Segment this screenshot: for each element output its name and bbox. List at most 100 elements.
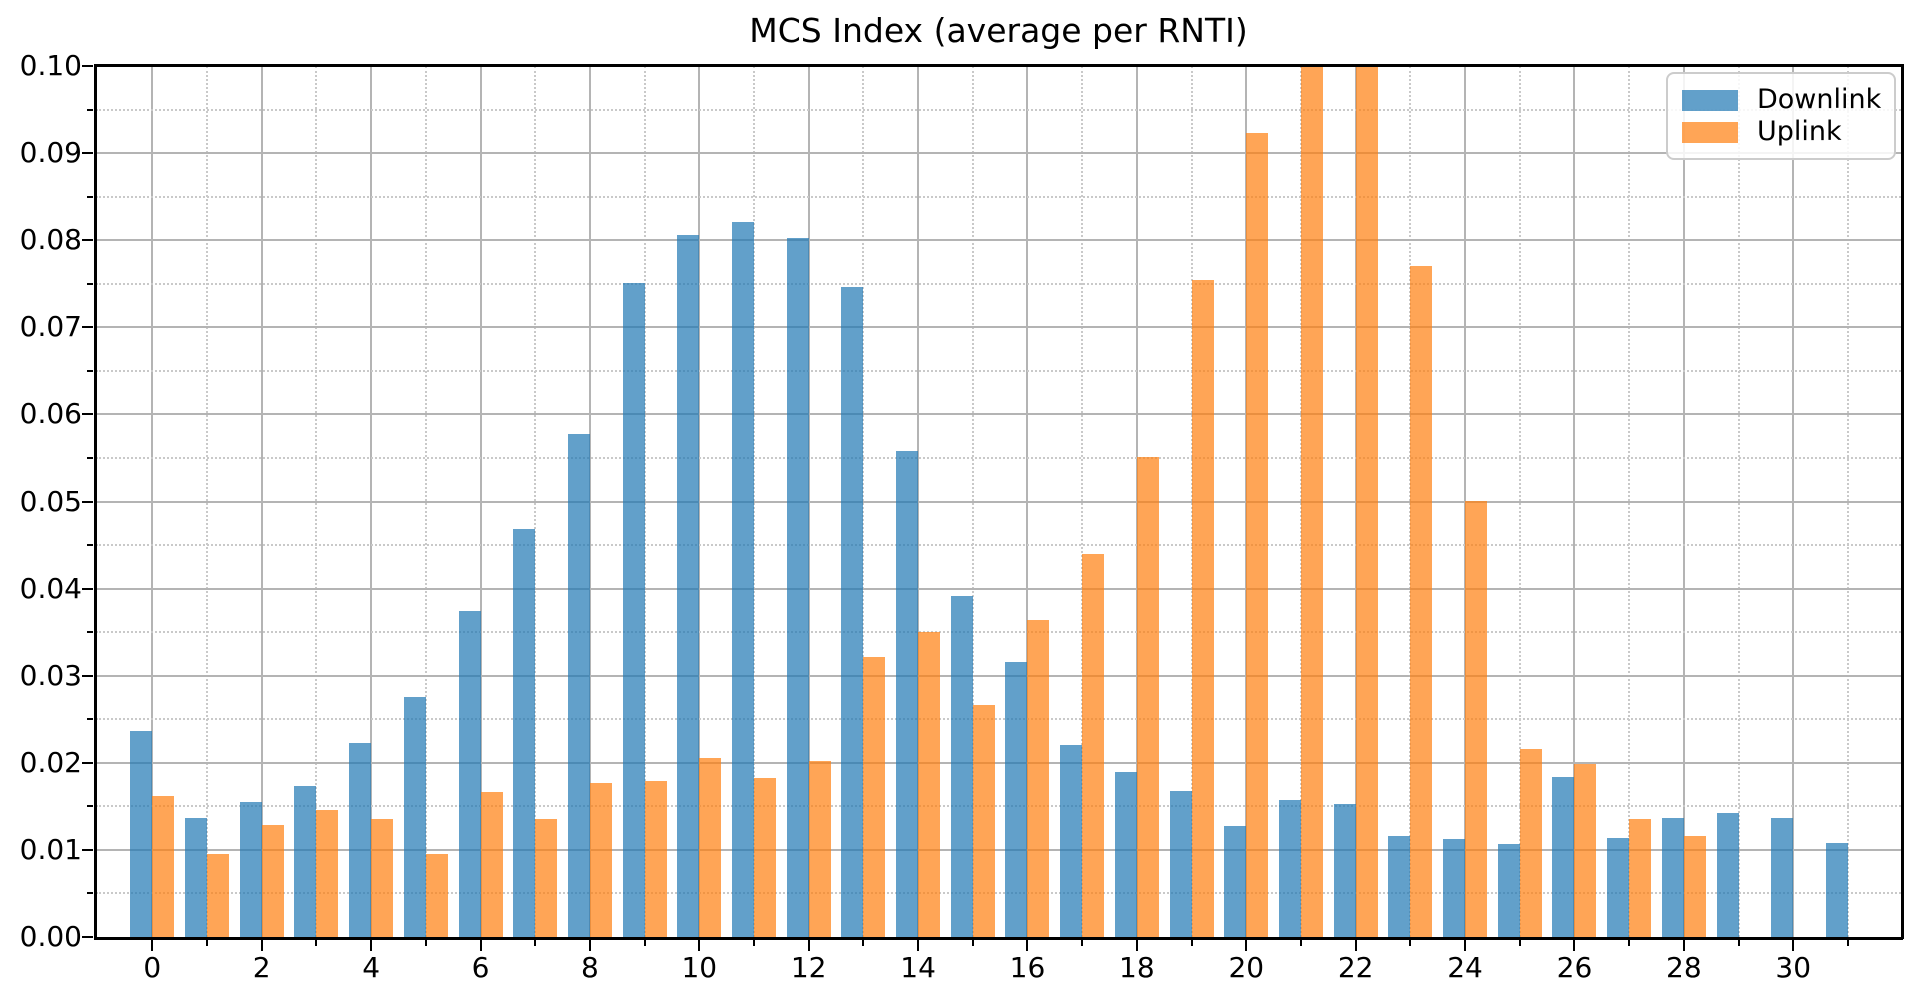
x-major-tick-2: [260, 940, 263, 951]
bar-downlink-mcs-4: [349, 742, 372, 937]
y-tick-label-0.05: 0.05: [19, 484, 82, 518]
bar-downlink-mcs-19: [1169, 790, 1192, 937]
y-minor-tick-0.065: [87, 369, 93, 372]
bar-downlink-mcs-10: [677, 234, 700, 937]
bar-downlink-mcs-2: [239, 801, 262, 937]
bar-uplink-mcs-28: [1683, 835, 1706, 937]
y-major-tick-0.000: [82, 936, 93, 938]
bar-downlink-mcs-26: [1552, 776, 1575, 937]
bottom-spine: [94, 937, 1903, 940]
bar-downlink-mcs-14: [896, 450, 919, 937]
x-major-tick-26: [1573, 940, 1576, 951]
y-minor-tick-0.005: [87, 892, 93, 895]
y-tick-label-0.10: 0.10: [19, 49, 82, 82]
bar-uplink-mcs-6: [480, 792, 503, 937]
x-minor-tick-17: [1081, 940, 1084, 946]
x-minor-tick-5: [424, 940, 427, 946]
bar-downlink-mcs-7: [513, 529, 536, 937]
y-minor-tick-0.035: [87, 631, 93, 634]
bar-downlink-mcs-21: [1278, 800, 1301, 937]
y-major-gridline-0.080: [96, 239, 1901, 242]
x-tick-label-6: 6: [471, 951, 490, 984]
bar-uplink-mcs-23: [1410, 266, 1433, 937]
bar-uplink-mcs-11: [754, 777, 776, 937]
x-major-tick-16: [1026, 940, 1029, 951]
y-minor-gridline-0.045: [96, 544, 1901, 547]
x-tick-label-30: 30: [1775, 951, 1812, 984]
y-tick-label-0.06: 0.06: [19, 397, 82, 431]
x-minor-tick-1: [206, 940, 209, 946]
x-major-tick-28: [1682, 940, 1685, 951]
bar-downlink-mcs-30: [1771, 817, 1794, 937]
bar-downlink-mcs-23: [1388, 835, 1411, 937]
y-tick-label-0.01: 0.01: [19, 832, 82, 866]
y-minor-tick-0.095: [87, 108, 93, 111]
bar-downlink-mcs-6: [458, 611, 481, 937]
x-major-tick-30: [1792, 940, 1795, 951]
y-major-gridline-0.050: [96, 500, 1901, 503]
x-minor-tick-3: [315, 940, 318, 946]
bar-uplink-mcs-5: [425, 854, 448, 937]
bar-downlink-mcs-8: [567, 434, 590, 937]
bar-downlink-mcs-0: [130, 731, 153, 937]
x-tick-label-2: 2: [252, 951, 271, 984]
plot-area: [96, 66, 1901, 937]
bar-uplink-mcs-15: [972, 705, 995, 937]
y-major-gridline-0.090: [96, 152, 1901, 155]
bar-uplink-mcs-19: [1191, 280, 1214, 937]
bar-downlink-mcs-17: [1060, 744, 1083, 937]
legend: Downlink Uplink: [1666, 72, 1896, 160]
legend-swatch-downlink: [1682, 89, 1738, 111]
y-minor-gridline-0.095: [96, 108, 1901, 111]
left-spine: [94, 64, 97, 939]
y-tick-label-0.00: 0.00: [19, 920, 82, 953]
bar-downlink-mcs-18: [1114, 772, 1137, 937]
x-major-tick-22: [1354, 940, 1357, 951]
x-tick-label-16: 16: [1009, 951, 1046, 984]
bar-uplink-mcs-4: [371, 818, 394, 937]
y-minor-gridline-0.025: [96, 718, 1901, 721]
y-minor-gridline-0.005: [96, 892, 1901, 895]
x-tick-label-14: 14: [900, 951, 936, 984]
x-major-tick-8: [588, 940, 591, 951]
y-minor-tick-0.045: [87, 544, 93, 547]
x-tick-label-26: 26: [1556, 951, 1593, 984]
y-minor-gridline-0.015: [96, 805, 1901, 808]
x-minor-tick-21: [1299, 940, 1302, 946]
x-minor-tick-15: [971, 940, 974, 946]
bar-uplink-mcs-0: [152, 795, 175, 937]
bar-uplink-mcs-14: [918, 632, 941, 937]
bar-uplink-mcs-21: [1300, 66, 1323, 937]
y-minor-gridline-0.075: [96, 282, 1901, 285]
y-major-gridline-0.020: [96, 761, 1901, 764]
bar-uplink-mcs-13: [863, 657, 886, 937]
bar-uplink-mcs-3: [316, 809, 339, 937]
x-minor-tick-27: [1628, 940, 1631, 946]
y-tick-label-0.09: 0.09: [19, 136, 82, 170]
x-major-tick-14: [917, 940, 920, 951]
y-major-tick-0.010: [82, 848, 93, 851]
x-minor-tick-11: [753, 940, 755, 946]
bar-downlink-mcs-5: [403, 696, 426, 937]
bar-downlink-mcs-24: [1443, 838, 1466, 937]
y-major-gridline-0.010: [96, 848, 1901, 851]
y-major-gridline-0.060: [96, 413, 1901, 416]
bar-downlink-mcs-11: [732, 221, 754, 937]
bar-uplink-mcs-17: [1082, 553, 1105, 937]
right-spine: [1901, 64, 1904, 939]
bar-downlink-mcs-27: [1607, 837, 1630, 937]
y-major-tick-0.080: [82, 239, 93, 242]
bar-downlink-mcs-16: [1005, 661, 1028, 937]
bar-downlink-mcs-13: [841, 287, 864, 937]
x-minor-tick-31: [1846, 940, 1849, 946]
bar-uplink-mcs-26: [1574, 763, 1597, 937]
y-tick-label-0.08: 0.08: [19, 223, 82, 257]
x-tick-label-22: 22: [1337, 951, 1374, 984]
x-major-tick-10: [698, 940, 701, 951]
y-major-tick-0.020: [82, 761, 93, 764]
bar-downlink-mcs-31: [1825, 842, 1848, 937]
y-major-tick-0.070: [82, 326, 93, 329]
x-tick-label-12: 12: [790, 951, 827, 984]
legend-item-uplink: Uplink: [1682, 117, 1880, 147]
